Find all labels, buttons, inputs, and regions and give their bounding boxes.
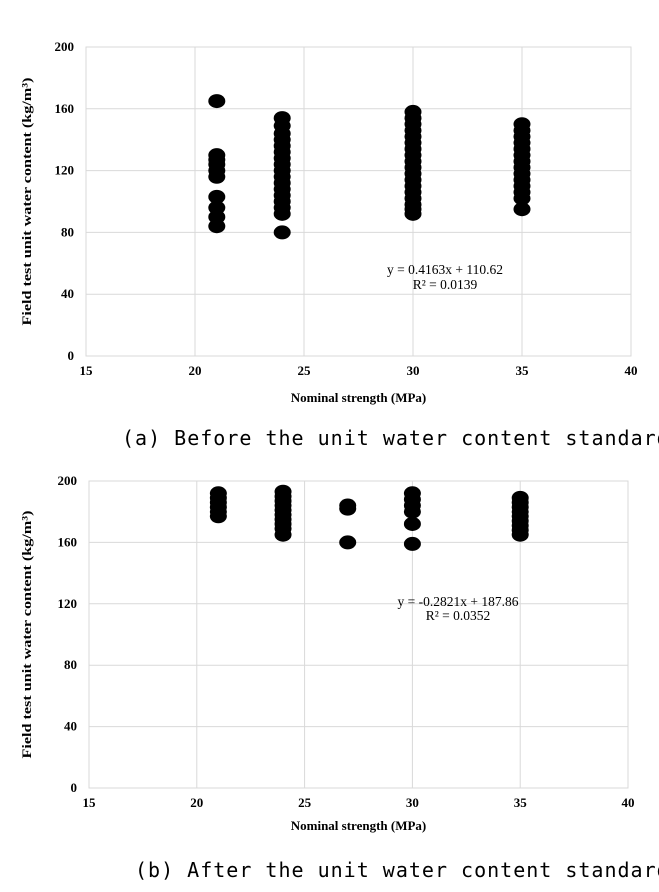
y-tick-label: 120 — [58, 596, 78, 611]
scatter-chart-b: 0 40 80 120 160 200 15 20 25 30 35 40 y = -0.2821x +… — [19, 473, 635, 833]
x-tick-label: 35 — [516, 363, 530, 378]
x-tick-label: 20 — [189, 363, 202, 378]
y-tick-label: 80 — [61, 224, 74, 239]
data-point — [209, 509, 227, 524]
data-point — [513, 202, 531, 217]
y-tick-label: 200 — [55, 39, 75, 54]
chart-panel-a: 0 40 80 120 160 200 15 20 25 30 35 40 y = 0.4163x + … — [19, 39, 659, 450]
x-tick-label: 15 — [80, 363, 94, 378]
data-point — [208, 94, 226, 109]
caption-b: (b) After the unit water content standar… — [135, 858, 659, 882]
x-tick-label: 25 — [298, 795, 312, 810]
y-tick-label: 200 — [58, 473, 78, 488]
data-point — [339, 535, 357, 550]
chart-panel-b: 0 40 80 120 160 200 15 20 25 30 35 40 y = -0.2821x +… — [0, 458, 659, 892]
data-point — [208, 169, 226, 184]
y-tick-label: 160 — [55, 101, 75, 116]
data-point — [403, 516, 421, 531]
y-tick-label: 160 — [58, 534, 78, 549]
x-tick-label: 25 — [298, 363, 312, 378]
y-tick-label: 0 — [71, 780, 78, 795]
x-tick-label: 35 — [514, 795, 528, 810]
y-tick-label: 80 — [64, 657, 77, 672]
data-point — [403, 536, 421, 551]
trendline-equation: y = 0.4163x + 110.62 — [387, 262, 503, 277]
data-point — [511, 527, 529, 542]
plot-frame — [88, 480, 629, 789]
trendline-r2: R² = 0.0139 — [413, 277, 478, 292]
x-tick-label: 15 — [83, 795, 97, 810]
y-tick-label: 120 — [55, 163, 75, 178]
plot-frame — [85, 46, 632, 357]
data-point — [513, 191, 531, 206]
data-point — [208, 189, 226, 204]
x-tick-label: 40 — [625, 363, 638, 378]
data-point — [403, 504, 421, 519]
x-tick-label: 30 — [406, 795, 419, 810]
trendline-r2: R² = 0.0352 — [426, 608, 491, 623]
x-tick-label: 40 — [622, 795, 635, 810]
caption-a: (a) Before the unit water content standa… — [122, 426, 659, 450]
data-point — [273, 206, 291, 221]
x-axis-label: Nominal strength (MPa) — [291, 818, 427, 833]
y-tick-label: 40 — [64, 719, 77, 734]
scatter-chart-a: 0 40 80 120 160 200 15 20 25 30 35 40 y = 0.4163x + … — [19, 39, 638, 405]
data-point — [404, 206, 422, 221]
y-axis-label: Field test unit water content (kg/m³) — [19, 78, 34, 326]
data-point — [273, 225, 291, 240]
x-tick-label: 30 — [407, 363, 420, 378]
data-point — [339, 501, 357, 516]
y-axis-label: Field test unit water content (kg/m³) — [19, 511, 34, 759]
data-point — [208, 219, 226, 234]
y-tick-label: 40 — [61, 286, 74, 301]
x-axis-label: Nominal strength (MPa) — [291, 390, 427, 405]
y-tick-label: 0 — [68, 348, 75, 363]
data-point — [274, 527, 292, 542]
trendline-equation: y = -0.2821x + 187.86 — [398, 594, 519, 609]
x-tick-label: 20 — [190, 795, 203, 810]
